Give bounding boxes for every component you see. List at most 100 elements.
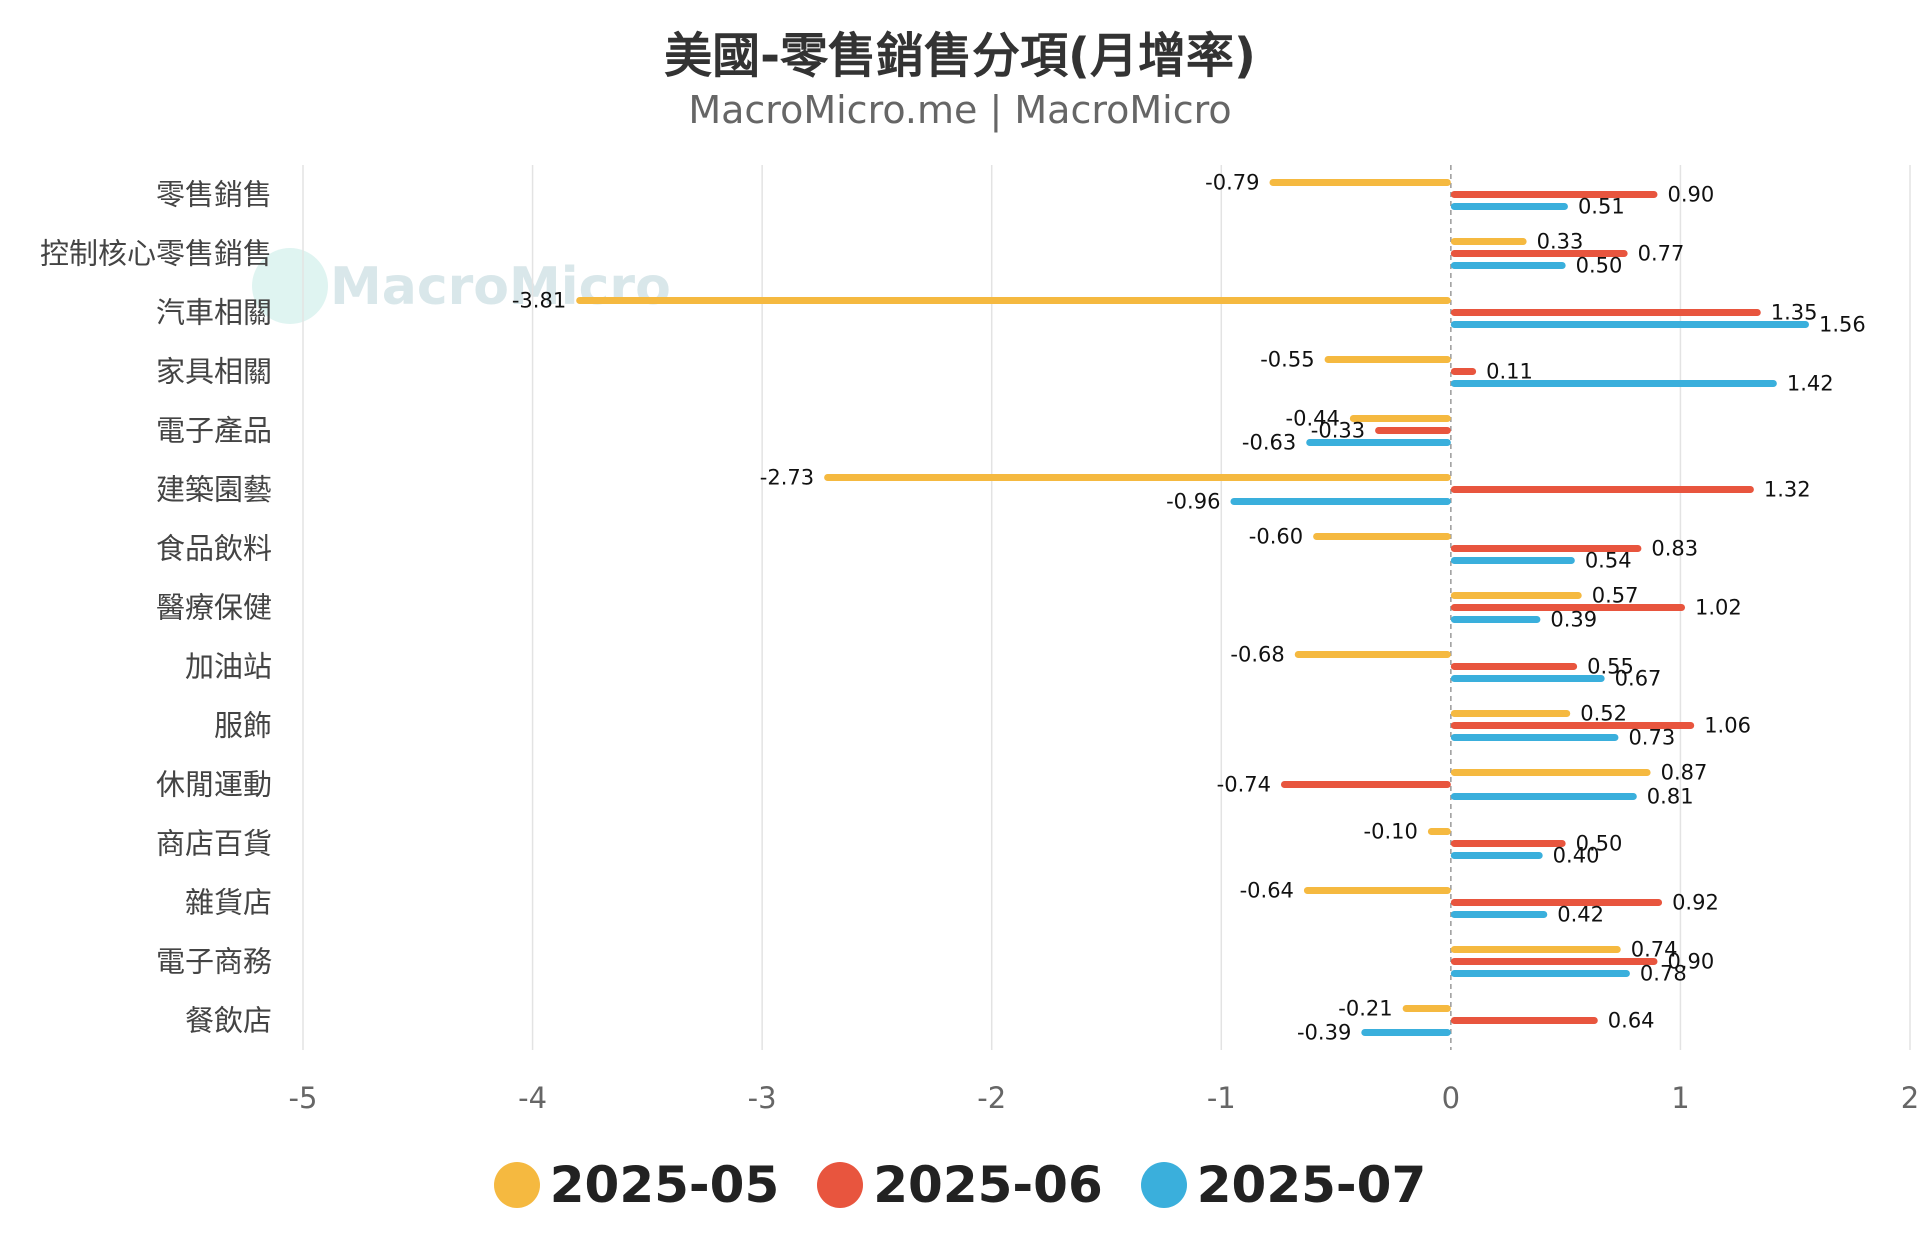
data-label: 0.90 xyxy=(1667,950,1714,974)
x-tick-label: 1 xyxy=(1671,1081,1689,1115)
bar xyxy=(1450,191,1658,198)
category-label: 控制核心零售銷售 xyxy=(40,237,272,271)
data-label: 0.50 xyxy=(1576,254,1623,278)
category-label: 家具相關 xyxy=(156,355,272,389)
data-label: -0.39 xyxy=(1297,1021,1351,1045)
category-labels: 零售銷售控制核心零售銷售汽車相關家具相關電子產品建築園藝食品飲料醫療保健加油站服… xyxy=(40,178,272,1038)
bars xyxy=(576,179,1809,1036)
data-label: -0.64 xyxy=(1240,879,1294,903)
bar xyxy=(1450,675,1605,682)
bar xyxy=(1450,1017,1598,1024)
bar xyxy=(1303,887,1451,894)
x-tick-label: -1 xyxy=(1207,1081,1236,1115)
data-label: -0.63 xyxy=(1242,431,1296,455)
category-label: 建築園藝 xyxy=(156,473,272,507)
data-label: 0.33 xyxy=(1537,230,1584,254)
data-label: -0.33 xyxy=(1311,419,1365,443)
legend-label: 2025-05 xyxy=(549,1156,780,1214)
bar xyxy=(1450,722,1695,729)
data-label: 0.57 xyxy=(1592,584,1639,608)
watermark-text: MacroMicro xyxy=(330,257,671,317)
bar xyxy=(1269,179,1451,186)
bar xyxy=(1450,309,1761,316)
bar xyxy=(1450,946,1621,953)
bar xyxy=(1450,238,1527,245)
data-label: 1.32 xyxy=(1764,478,1811,502)
data-labels: -0.79 0.33 -3.81 -0.55 -0.44 -2.73 -0.60 0.57 -0… xyxy=(512,171,1866,1045)
data-label: -0.44 xyxy=(1286,407,1340,431)
data-label: -0.55 xyxy=(1260,348,1314,372)
bar xyxy=(1450,380,1777,387)
data-label: 0.40 xyxy=(1553,844,1600,868)
data-label: 0.67 xyxy=(1615,667,1662,691)
x-tick-label: -4 xyxy=(518,1081,547,1115)
bar xyxy=(1450,250,1628,257)
x-tick-label: 0 xyxy=(1442,1081,1460,1115)
data-label: 0.39 xyxy=(1550,608,1597,632)
bar xyxy=(1450,899,1663,906)
data-label: 0.55 xyxy=(1587,655,1634,679)
data-label: 0.83 xyxy=(1651,537,1698,561)
category-label: 雜貨店 xyxy=(185,886,272,920)
data-label: -3.81 xyxy=(512,289,566,313)
category-label: 服飾 xyxy=(214,709,272,743)
bar xyxy=(1306,439,1451,446)
data-label: 0.92 xyxy=(1672,891,1719,915)
bar xyxy=(1450,368,1477,375)
bar xyxy=(1324,356,1451,363)
bar xyxy=(1450,958,1658,965)
data-label: 1.56 xyxy=(1819,313,1866,337)
category-label: 零售銷售 xyxy=(156,178,272,212)
category-label: 休閒運動 xyxy=(156,768,272,802)
data-label: 0.64 xyxy=(1608,1009,1655,1033)
legend-item[interactable]: 2025-07 xyxy=(1140,1156,1426,1214)
data-label: -0.10 xyxy=(1364,820,1418,844)
watermark: MacroMicro xyxy=(252,248,671,324)
bar xyxy=(1280,781,1451,788)
data-label: 0.11 xyxy=(1486,360,1533,384)
bar xyxy=(1450,911,1548,918)
data-label: 0.81 xyxy=(1647,785,1694,809)
legend-swatch-icon xyxy=(493,1162,540,1208)
data-label: 0.54 xyxy=(1585,549,1632,573)
bar xyxy=(1450,793,1637,800)
chart-subtitle: MacroMicro.me | MacroMicro xyxy=(688,88,1232,132)
bar xyxy=(1450,203,1568,210)
legend-swatch-icon xyxy=(817,1162,864,1208)
data-label: 0.74 xyxy=(1631,938,1678,962)
bar xyxy=(1349,415,1451,422)
bar xyxy=(1427,828,1451,835)
x-axis-ticks: -5 -4 -3 -2 -1 0 1 2 xyxy=(289,1081,1920,1115)
data-label: 0.73 xyxy=(1628,726,1675,750)
data-label: -0.68 xyxy=(1230,643,1284,667)
x-tick-label: -3 xyxy=(748,1081,777,1115)
category-label: 餐飲店 xyxy=(185,1004,272,1038)
data-label: 1.35 xyxy=(1771,301,1818,325)
data-label: 1.42 xyxy=(1787,372,1834,396)
legend-item[interactable]: 2025-06 xyxy=(817,1156,1103,1214)
data-label: -0.60 xyxy=(1249,525,1303,549)
bar xyxy=(1450,734,1619,741)
bar xyxy=(1450,486,1754,493)
bar xyxy=(1450,840,1566,847)
data-label: 0.87 xyxy=(1661,761,1708,785)
bar xyxy=(1313,533,1451,540)
data-label: 0.42 xyxy=(1557,903,1604,927)
data-label: -2.73 xyxy=(760,466,814,490)
category-label: 商店百貨 xyxy=(156,827,272,861)
legend-item[interactable]: 2025-05 xyxy=(493,1156,780,1214)
data-label: -0.21 xyxy=(1338,997,1392,1021)
bar xyxy=(1450,769,1651,776)
bar xyxy=(1230,498,1451,505)
chart-title: 美國-零售銷售分項(月增率) xyxy=(664,28,1256,84)
data-label: 1.02 xyxy=(1695,596,1742,620)
legend-label: 2025-06 xyxy=(873,1156,1103,1214)
data-label: -0.96 xyxy=(1166,490,1220,514)
data-label: 0.77 xyxy=(1638,242,1685,266)
bar xyxy=(1402,1005,1451,1012)
legend-swatch-icon xyxy=(1140,1162,1187,1208)
bar xyxy=(1294,651,1451,658)
bar xyxy=(1450,710,1571,717)
bar xyxy=(1450,852,1543,859)
data-label: 1.06 xyxy=(1704,714,1751,738)
